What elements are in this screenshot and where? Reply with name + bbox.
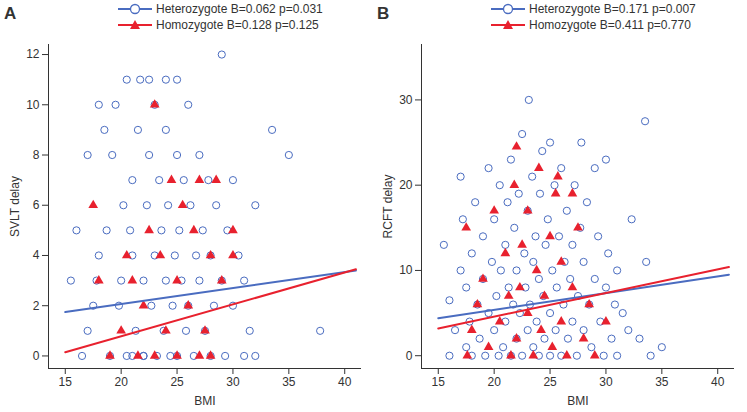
svg-text:30: 30 [399, 93, 413, 107]
svg-text:20: 20 [399, 178, 413, 192]
svg-text:0: 0 [33, 349, 40, 363]
html-text:Heterozygote B=0.171 p=0.007: Heterozygote B=0.171 p=0.007 [529, 2, 696, 16]
svg-text:25: 25 [543, 375, 557, 389]
svg-text:35: 35 [282, 375, 296, 389]
svg-text:10: 10 [26, 98, 40, 112]
svg-text:35: 35 [655, 375, 669, 389]
svg-text:30: 30 [599, 375, 613, 389]
svg-text:15: 15 [432, 375, 446, 389]
html-text:A: A [4, 4, 17, 23]
svg-text:40: 40 [711, 375, 725, 389]
svg-text:BMI: BMI [194, 394, 215, 408]
html-text:Heterozygote B=0.062 p=0.031: Heterozygote B=0.062 p=0.031 [156, 2, 323, 16]
svg-text:4: 4 [33, 248, 40, 262]
html-text:Homozygote B=0.411 p=0.770: Homozygote B=0.411 p=0.770 [529, 18, 691, 32]
svg-text:12: 12 [26, 47, 40, 61]
svg-text:40: 40 [338, 375, 352, 389]
svg-text:0: 0 [406, 349, 413, 363]
svg-text:2: 2 [33, 299, 40, 313]
svg-text:SVLT delay: SVLT delay [8, 176, 22, 237]
svg-text:BMI: BMI [567, 394, 588, 408]
svg-text:20: 20 [487, 375, 501, 389]
svg-text:RCFT delay: RCFT delay [381, 175, 395, 239]
svg-text:8: 8 [33, 148, 40, 162]
svg-text:10: 10 [399, 263, 413, 277]
svg-text:6: 6 [33, 198, 40, 212]
svg-text:25: 25 [170, 375, 184, 389]
svg-text:20: 20 [114, 375, 128, 389]
html-text:Homozygote B=0.128 p=0.125: Homozygote B=0.128 p=0.125 [156, 18, 319, 32]
svg-text:30: 30 [226, 375, 240, 389]
html-text:B: B [377, 4, 390, 23]
svg-text:15: 15 [59, 375, 73, 389]
